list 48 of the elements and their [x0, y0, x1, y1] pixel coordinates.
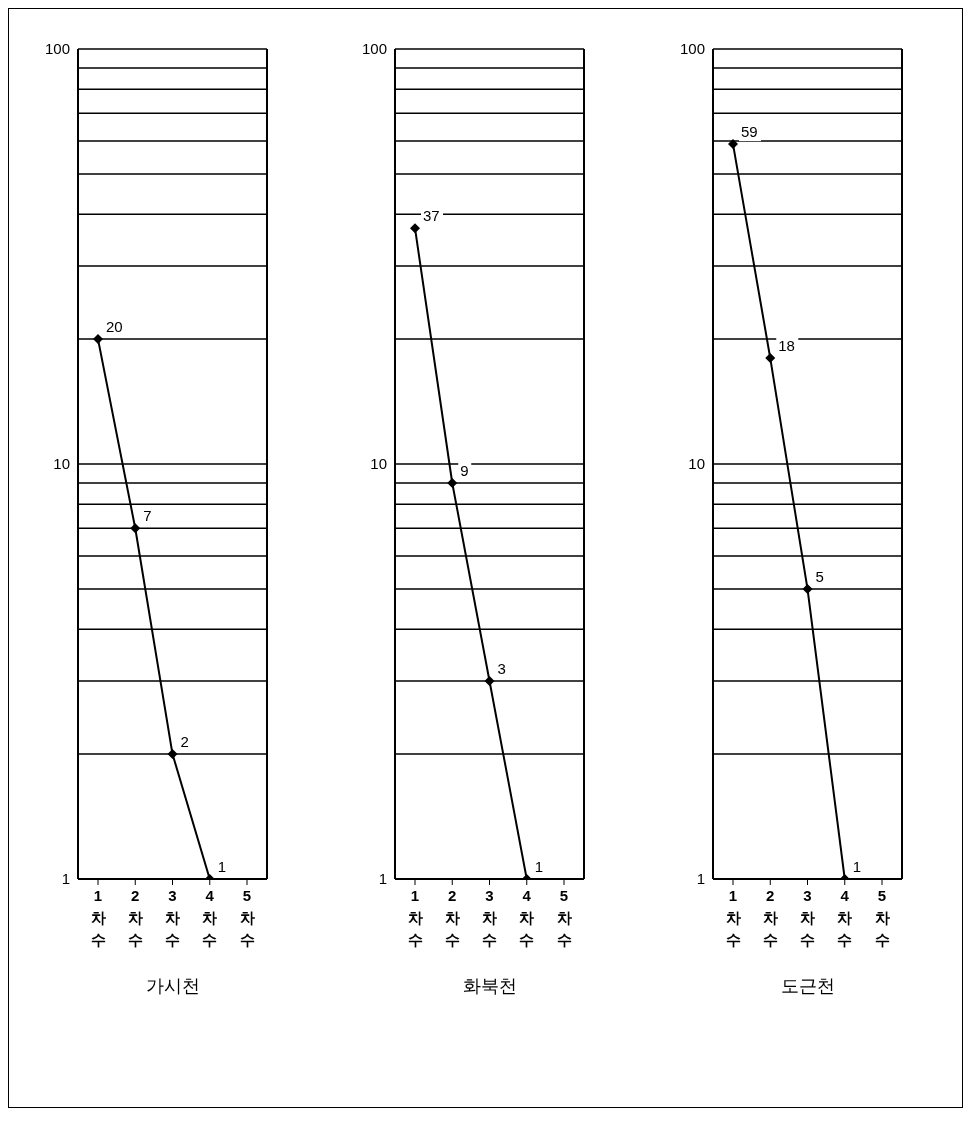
- x-tick-label: 2차수: [127, 887, 143, 948]
- data-label: 5: [815, 567, 824, 585]
- x-tick-label: 1차수: [90, 887, 106, 948]
- x-tick-label: 2차수: [762, 887, 778, 948]
- data-label: 9: [460, 461, 470, 479]
- x-tick-label: 5차수: [874, 887, 890, 948]
- x-tick-label: 4차수: [519, 887, 535, 948]
- data-label: 1: [852, 858, 862, 875]
- data-label: 18: [778, 337, 796, 355]
- point: [167, 749, 178, 760]
- y-tick-label: 1: [61, 870, 70, 888]
- point: [802, 583, 813, 594]
- x-tick-label: 1차수: [407, 887, 423, 948]
- y-tick-label: 10: [53, 455, 70, 473]
- data-label: 1: [217, 858, 226, 875]
- y-tick-label: 10: [370, 455, 388, 473]
- x-tick-label: 4차수: [202, 887, 218, 948]
- point: [728, 139, 739, 150]
- x-axis-title: 도근천: [781, 976, 836, 996]
- data-label: 37: [423, 207, 441, 225]
- x-tick-label: 3차수: [482, 887, 498, 948]
- y-tick-label: 100: [362, 40, 388, 58]
- y-tick-label: 1: [696, 870, 706, 888]
- x-tick-label: 5차수: [239, 887, 255, 948]
- point: [410, 223, 421, 234]
- point: [130, 523, 141, 534]
- x-tick-label: 2차수: [445, 887, 461, 948]
- x-tick-label: 3차수: [800, 887, 816, 948]
- x-tick-label: 3차수: [164, 887, 180, 948]
- data-label: 7: [143, 507, 152, 525]
- y-tick-label: 100: [44, 40, 70, 58]
- x-axis-title: 가시천: [145, 976, 200, 996]
- x-tick-label: 1차수: [725, 887, 741, 948]
- y-tick-label: 100: [680, 40, 706, 58]
- data-label: 3: [497, 659, 507, 677]
- y-tick-label: 10: [688, 455, 706, 473]
- data-label: 2: [180, 733, 189, 751]
- point: [447, 477, 458, 488]
- point: [484, 675, 495, 686]
- point: [92, 334, 103, 345]
- point: [765, 353, 776, 364]
- y-tick-label: 1: [379, 870, 388, 888]
- x-tick-label: 4차수: [837, 887, 853, 948]
- data-label: 1: [535, 858, 544, 875]
- data-label: 20: [105, 318, 123, 336]
- x-tick-label: 5차수: [556, 887, 572, 948]
- x-axis-title: 화북천: [463, 976, 518, 996]
- data-label: 59: [741, 123, 758, 141]
